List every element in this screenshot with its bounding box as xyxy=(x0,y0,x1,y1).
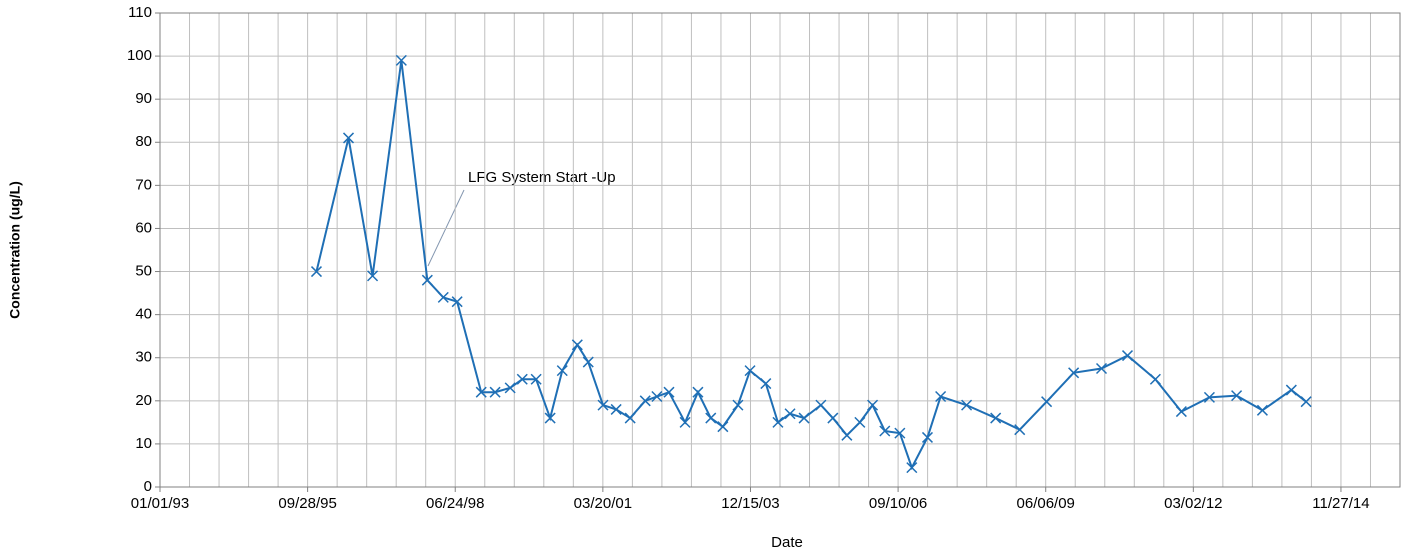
marker xyxy=(744,365,756,377)
marker xyxy=(475,386,487,398)
marker xyxy=(879,425,891,437)
y-tick-label: 110 xyxy=(128,4,152,21)
marker xyxy=(815,399,827,411)
plot-frame xyxy=(159,12,1401,488)
marker xyxy=(530,373,542,385)
marker xyxy=(894,427,906,439)
y-tick-label: 10 xyxy=(135,435,152,452)
marker xyxy=(1121,350,1134,362)
marker xyxy=(1175,406,1187,418)
marker xyxy=(451,296,463,308)
y-tick-label: 20 xyxy=(135,392,152,409)
x-tick-label: 06/06/09 xyxy=(1017,495,1075,512)
x-tick-label: 03/02/12 xyxy=(1164,495,1222,512)
marker xyxy=(1149,373,1161,385)
y-tick-label: 30 xyxy=(135,349,152,366)
marker xyxy=(692,386,704,398)
x-tick-label: 01/01/93 xyxy=(131,495,189,512)
marker xyxy=(610,403,622,415)
y-tick-label: 80 xyxy=(135,133,152,150)
marker xyxy=(310,266,323,278)
annotation: LFG System Start -Up xyxy=(468,169,616,186)
marker xyxy=(504,382,516,394)
marker xyxy=(367,270,379,282)
x-tick-label: 06/24/98 xyxy=(426,495,484,512)
marker xyxy=(921,431,934,443)
x-tick-label: 11/27/14 xyxy=(1312,495,1369,512)
marker xyxy=(1041,396,1053,408)
marker xyxy=(544,412,556,424)
marker xyxy=(935,390,947,403)
marker xyxy=(342,132,355,144)
marker xyxy=(732,399,744,411)
marker xyxy=(854,416,866,428)
marker xyxy=(990,412,1002,424)
y-tick-label: 70 xyxy=(135,176,152,193)
marker xyxy=(597,399,609,411)
marker xyxy=(489,386,501,398)
marker xyxy=(841,429,853,441)
marker xyxy=(772,416,784,428)
y-tick-label: 0 xyxy=(144,478,152,495)
marker xyxy=(760,378,772,390)
series-line xyxy=(315,60,1307,471)
y-tick-label: 60 xyxy=(135,219,152,236)
marker xyxy=(1231,390,1243,402)
marker xyxy=(582,356,594,368)
marker xyxy=(717,421,729,433)
marker xyxy=(624,412,636,424)
marker xyxy=(1256,404,1268,416)
marker xyxy=(639,395,651,407)
marker xyxy=(1095,362,1108,375)
y-tick-label: 50 xyxy=(135,263,152,280)
marker xyxy=(437,291,449,303)
marker xyxy=(516,373,528,385)
marker xyxy=(395,54,407,66)
x-axis-label: Date xyxy=(771,534,803,551)
marker xyxy=(906,462,918,474)
marker xyxy=(679,416,691,428)
marker xyxy=(1014,424,1026,436)
marker xyxy=(556,365,568,377)
marker xyxy=(651,390,663,403)
marker xyxy=(784,408,796,420)
x-tick-label: 12/15/03 xyxy=(721,495,779,512)
marker xyxy=(1285,384,1297,396)
y-tick-label: 40 xyxy=(135,306,152,323)
y-tick-label: 100 xyxy=(127,47,152,64)
marker xyxy=(867,399,879,411)
marker xyxy=(961,399,973,411)
marker xyxy=(1203,391,1215,403)
marker xyxy=(421,274,433,286)
y-tick-label: 90 xyxy=(135,90,152,107)
marker xyxy=(1068,367,1080,379)
marker xyxy=(1300,396,1312,408)
marker xyxy=(827,412,839,424)
marker xyxy=(571,339,583,351)
x-tick-label: 09/28/95 xyxy=(278,495,336,512)
y-axis-label: Concentration (ug/L) xyxy=(7,181,23,319)
x-tick-label: 09/10/06 xyxy=(869,495,927,512)
marker xyxy=(705,412,717,424)
marker xyxy=(798,412,810,424)
x-tick-label: 03/20/01 xyxy=(574,495,632,512)
marker xyxy=(663,386,675,398)
